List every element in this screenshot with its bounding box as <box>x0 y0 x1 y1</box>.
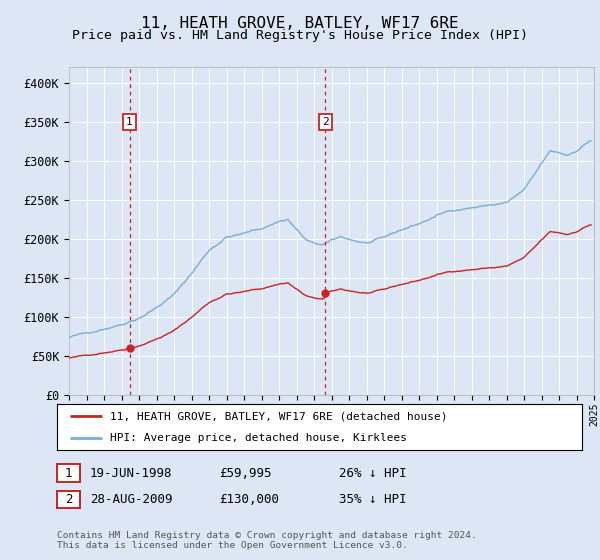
Text: 1: 1 <box>126 117 133 127</box>
Text: 19-JUN-1998: 19-JUN-1998 <box>90 466 173 480</box>
Text: Price paid vs. HM Land Registry's House Price Index (HPI): Price paid vs. HM Land Registry's House … <box>72 29 528 42</box>
Text: 11, HEATH GROVE, BATLEY, WF17 6RE (detached house): 11, HEATH GROVE, BATLEY, WF17 6RE (detac… <box>110 411 447 421</box>
Text: Contains HM Land Registry data © Crown copyright and database right 2024.
This d: Contains HM Land Registry data © Crown c… <box>57 530 477 550</box>
Text: 35% ↓ HPI: 35% ↓ HPI <box>339 493 407 506</box>
Text: HPI: Average price, detached house, Kirklees: HPI: Average price, detached house, Kirk… <box>110 433 407 443</box>
Text: 2: 2 <box>65 493 72 506</box>
Text: 26% ↓ HPI: 26% ↓ HPI <box>339 466 407 480</box>
Text: 2: 2 <box>322 117 329 127</box>
Text: 1: 1 <box>65 466 72 480</box>
Text: £59,995: £59,995 <box>219 466 271 480</box>
Text: £130,000: £130,000 <box>219 493 279 506</box>
Text: 11, HEATH GROVE, BATLEY, WF17 6RE: 11, HEATH GROVE, BATLEY, WF17 6RE <box>141 16 459 31</box>
Text: 28-AUG-2009: 28-AUG-2009 <box>90 493 173 506</box>
